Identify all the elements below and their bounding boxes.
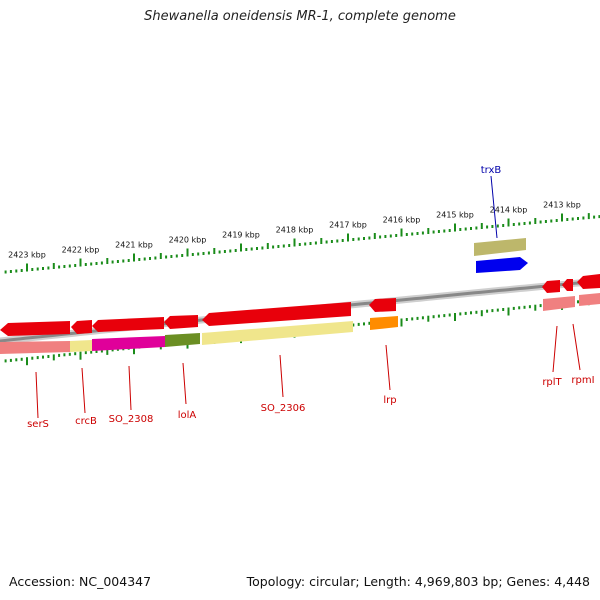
gene-arrow-SO_2306[interactable] xyxy=(202,302,351,326)
leader-line-lolA xyxy=(182,362,187,405)
ruler-label-2415: 2415 kbp xyxy=(436,211,474,220)
ruler-label-2414: 2414 kbp xyxy=(490,206,528,215)
genome-summary: Topology: circular; Length: 4,969,803 bp… xyxy=(246,574,590,589)
ruler-label-2418: 2418 kbp xyxy=(276,226,314,235)
feature-band-pink-right[interactable] xyxy=(543,296,575,311)
ruler-label-2419: 2419 kbp xyxy=(222,231,260,240)
gene-label-lolA[interactable]: lolA xyxy=(178,410,197,421)
leader-line-rplT xyxy=(552,325,558,373)
leader-line-crcB xyxy=(81,367,86,414)
ruler-label-2421: 2421 kbp xyxy=(115,241,153,250)
leader-line-lrp xyxy=(385,344,391,391)
gene-arrow-lrp[interactable] xyxy=(369,298,396,312)
leader-line-rpmI xyxy=(572,323,581,371)
leader-line-SO_2306 xyxy=(279,354,284,398)
gene-label-serS[interactable]: serS xyxy=(27,419,49,430)
ruler-labels: 2423 kbp 2422 kbp 2421 kbp 2420 kbp 2419 kbp… xyxy=(8,201,581,260)
feature-band-magenta[interactable] xyxy=(92,336,165,351)
accession-label: Accession: NC_004347 xyxy=(9,574,152,589)
feature-band-khaki[interactable] xyxy=(474,238,526,256)
ruler-label-2420: 2420 kbp xyxy=(169,236,207,245)
feature-lane-lower xyxy=(0,293,600,354)
feature-band-olive[interactable] xyxy=(165,333,200,347)
feature-band-yellow[interactable] xyxy=(202,321,353,345)
ruler-label-2416: 2416 kbp xyxy=(383,216,421,225)
map-title: Shewanella oneidensis MR-1, complete gen… xyxy=(144,9,456,24)
feature-band-orange[interactable] xyxy=(370,316,398,330)
gene-label-crcB[interactable]: crcB xyxy=(75,416,97,427)
gene-label-trxB[interactable]: trxB xyxy=(481,165,502,176)
gene-arrow-rpmI[interactable] xyxy=(562,279,573,291)
ruler-label-2413: 2413 kbp xyxy=(543,201,581,210)
feature-band-pink-right2[interactable] xyxy=(579,293,600,306)
gene-arrow-SO_2308[interactable] xyxy=(92,317,164,332)
gene-arrow-crcB[interactable] xyxy=(71,320,92,334)
gene-label-rpmI[interactable]: rpmI xyxy=(571,375,594,386)
gene-arrow-serS[interactable] xyxy=(0,321,70,336)
feature-band-pink[interactable] xyxy=(0,341,70,354)
ruler-label-2423: 2423 kbp xyxy=(8,251,46,260)
ruler-label-2422: 2422 kbp xyxy=(62,246,100,255)
gene-label-rplT[interactable]: rplT xyxy=(542,377,562,388)
feature-band-pale-yellow[interactable] xyxy=(70,340,92,352)
gene-arrows-lower xyxy=(0,274,600,336)
gene-arrow-partial-right[interactable] xyxy=(577,274,600,289)
gene-labels: serS crcB SO_2308 lolA SO_2306 lrp rplT … xyxy=(27,165,594,430)
gene-label-SO_2308[interactable]: SO_2308 xyxy=(109,414,154,425)
gene-arrow-rplT[interactable] xyxy=(542,280,560,293)
leader-line-trxB xyxy=(490,175,498,239)
gene-label-SO_2306[interactable]: SO_2306 xyxy=(261,403,306,414)
feature-lane-upper xyxy=(474,238,528,273)
gene-arrow-trxB[interactable] xyxy=(476,257,528,273)
leader-line-serS xyxy=(35,371,39,419)
gene-label-lrp[interactable]: lrp xyxy=(383,395,396,406)
upper-ruler-ticks xyxy=(4,213,600,274)
ruler-label-2417: 2417 kbp xyxy=(329,221,367,230)
gene-arrow-lolA[interactable] xyxy=(164,315,198,329)
leader-line-SO_2308 xyxy=(128,365,132,411)
